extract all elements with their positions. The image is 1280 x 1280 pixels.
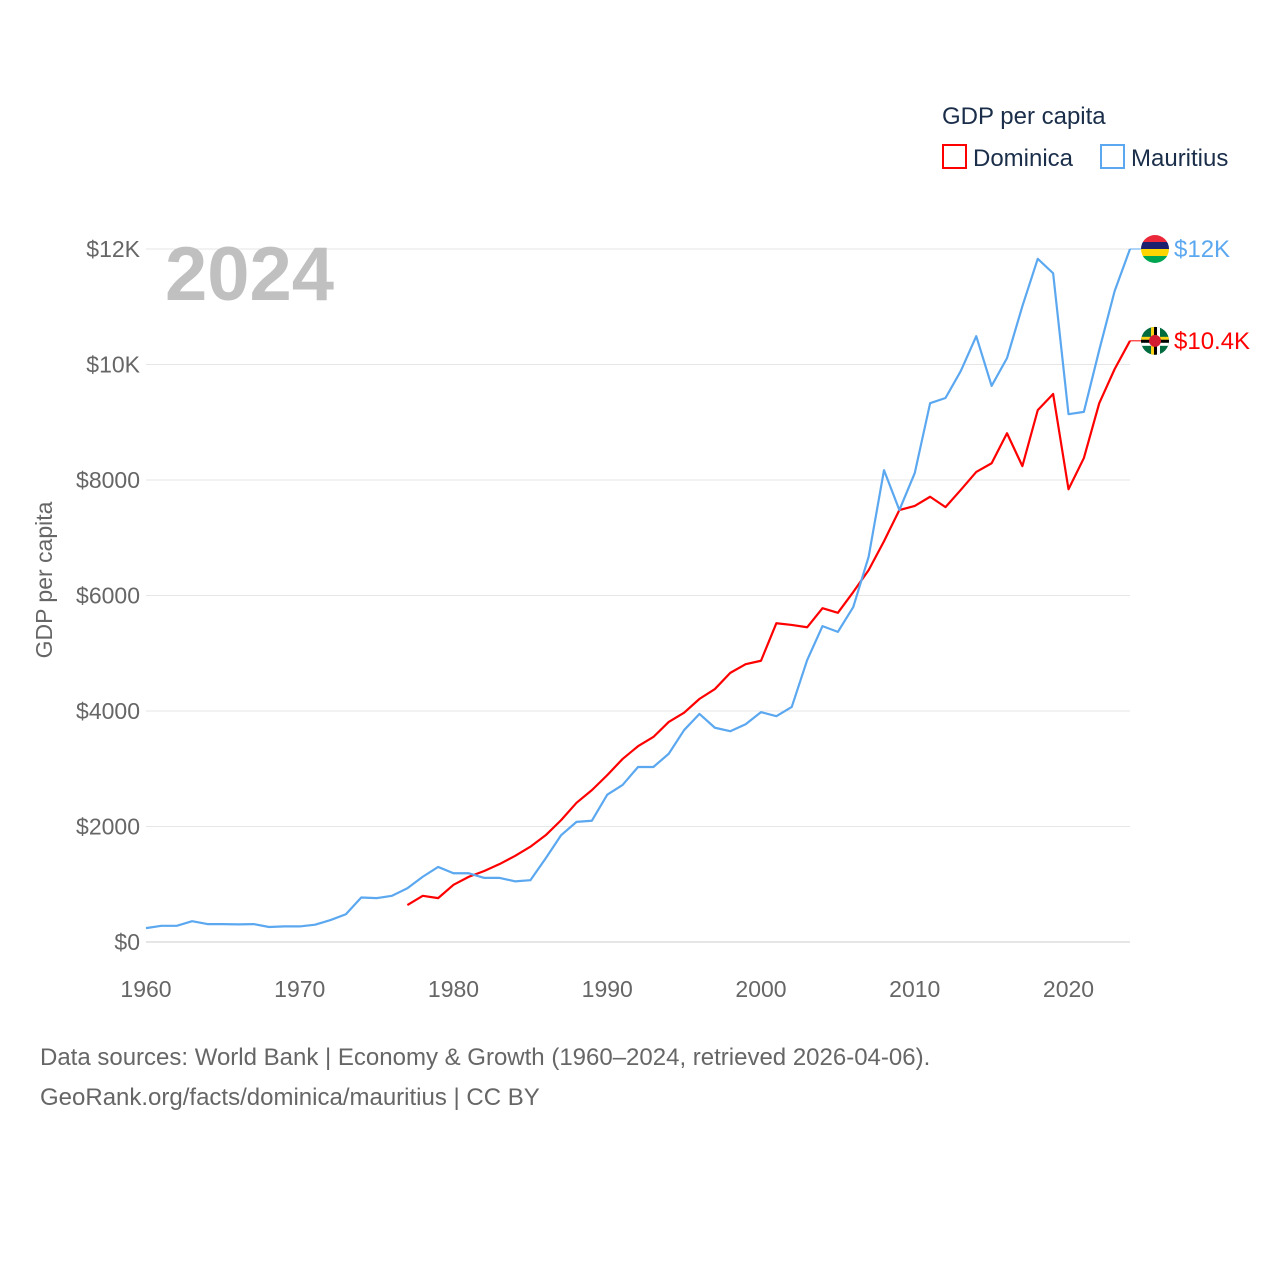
- end-value-label-mauritius: $12K: [1174, 236, 1230, 263]
- end-value-label-dominica: $10.4K: [1174, 328, 1250, 355]
- x-tick-label: 1970: [274, 976, 325, 1002]
- series-line-dominica: [406, 340, 1131, 906]
- year-label: 2024: [165, 232, 334, 317]
- y-tick-label: $4000: [76, 698, 140, 724]
- y-tick-label: $2000: [76, 814, 140, 840]
- legend-item-mauritius[interactable]: Mauritius: [1100, 144, 1228, 172]
- legend-item-dominica[interactable]: Dominica: [942, 144, 1074, 172]
- y-tick-label: $6000: [76, 583, 140, 609]
- x-tick-label: 2020: [1043, 976, 1094, 1002]
- series-line-mauritius: [145, 248, 1132, 930]
- legend-swatch-dominica: [942, 144, 967, 169]
- y-axis-label: GDP per capita: [31, 501, 57, 658]
- dominica-flag-icon: [1141, 326, 1169, 355]
- x-tick-label: 1990: [582, 976, 633, 1002]
- legend-title: GDP per capita: [942, 103, 1106, 130]
- mauritius-flag-icon: [1141, 235, 1169, 263]
- x-tick-label: 1980: [428, 976, 479, 1002]
- y-tick-label: $12K: [86, 236, 140, 262]
- legend-swatch-mauritius: [1100, 144, 1125, 169]
- x-tick-label: 2010: [889, 976, 940, 1002]
- legend-label-mauritius: Mauritius: [1131, 145, 1228, 172]
- x-tick-label: 2000: [735, 976, 786, 1002]
- y-tick-label: $10K: [86, 352, 140, 378]
- footer-sources: Data sources: World Bank | Economy & Gro…: [40, 1044, 931, 1071]
- footer-url[interactable]: GeoRank.org/facts/dominica/mauritius | C…: [40, 1084, 540, 1111]
- y-tick-label: $8000: [76, 467, 140, 493]
- x-tick-label: 1960: [120, 976, 171, 1002]
- y-tick-label: $0: [114, 929, 140, 955]
- legend-label-dominica: Dominica: [973, 145, 1074, 172]
